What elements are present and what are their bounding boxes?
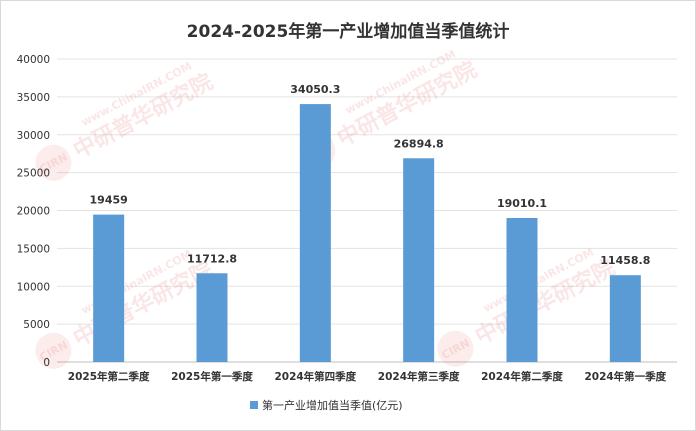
- bar-4: [506, 217, 538, 362]
- y-tick-label-25000: 25000: [17, 168, 50, 180]
- x-tick-label-0: 2025年第二季度: [68, 370, 150, 383]
- data-label-2: 34050.3: [290, 83, 340, 96]
- x-axis-labels: 2025年第二季度 2025年第一季度 2024年第四季度 2024年第三季度 2024…: [68, 370, 667, 383]
- watermark-logo-circle: [35, 332, 72, 369]
- y-tick-label-15000: 15000: [17, 243, 50, 255]
- data-label-0: 19459: [90, 194, 128, 207]
- x-tick-label-3: 2024年第三季度: [378, 370, 460, 383]
- y-tick-label-35000: 35000: [17, 92, 50, 104]
- bar-5: [609, 275, 641, 362]
- y-tick-label-5000: 5000: [23, 319, 50, 331]
- x-tick-label-2: 2024年第四季度: [274, 370, 356, 383]
- legend: 第一产业增加值当季值(亿元): [250, 398, 403, 412]
- legend-label: 第一产业增加值当季值(亿元): [262, 398, 403, 412]
- y-tick-label-30000: 30000: [17, 130, 50, 142]
- y-tick-label-10000: 10000: [17, 281, 50, 293]
- data-label-3: 26894.8: [394, 137, 444, 150]
- x-tick-label-4: 2024年第二季度: [481, 370, 563, 383]
- data-label-5: 11458.8: [600, 254, 650, 267]
- y-tick-label-0: 0: [43, 357, 50, 369]
- chart-title: 2024-2025年第一产业增加值当季值统计: [187, 21, 510, 42]
- y-tick-label-40000: 40000: [17, 54, 50, 66]
- y-axis-labels: 0 5000 10000 15000 20000 25000 30000 35000 40000: [17, 54, 50, 369]
- data-label-4: 19010.1: [497, 197, 547, 210]
- bar-3: [403, 158, 435, 362]
- bars: [93, 104, 641, 363]
- bar-0: [93, 214, 125, 362]
- bar-1: [196, 273, 228, 362]
- bar-2: [299, 104, 331, 363]
- y-tick-label-20000: 20000: [17, 206, 50, 218]
- watermark-logo-circle: [437, 330, 474, 367]
- data-label-1: 11712.8: [187, 252, 237, 265]
- x-tick-label-1: 2025年第一季度: [171, 370, 253, 383]
- data-labels: 19459 11712.8 34050.3 26894.8 19010.1 11458.8: [90, 83, 651, 267]
- gridlines: [57, 58, 677, 363]
- x-tick-label-5: 2024年第一季度: [584, 370, 666, 383]
- watermark-logo-circle: [35, 144, 72, 181]
- legend-swatch: [250, 401, 258, 409]
